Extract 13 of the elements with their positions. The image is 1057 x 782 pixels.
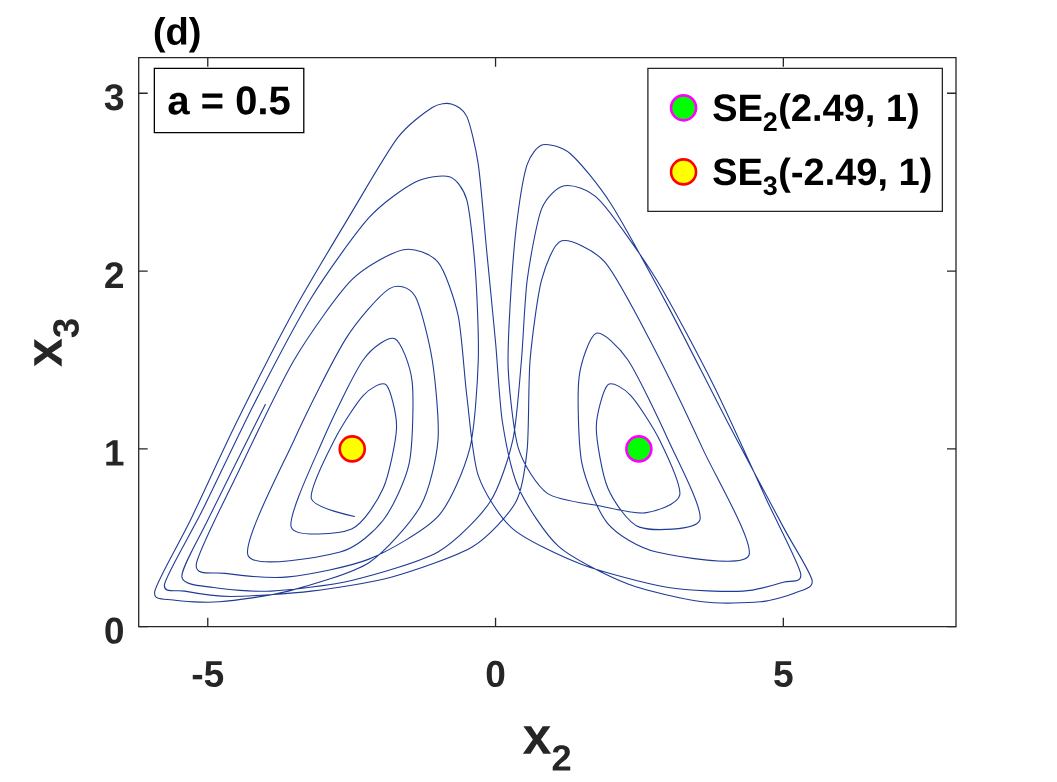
y-tick-label: 1 [106, 440, 124, 466]
y-axis-title: x$_{3}$ [34, 319, 79, 367]
x-axis-title: x$_{2}$ [522, 726, 571, 771]
x-tick-label: 5 [774, 661, 793, 688]
annotation: a = 0.5 [168, 86, 290, 115]
y-tick-label: 0 [105, 617, 123, 644]
y-tick-label: 2 [105, 262, 124, 288]
x-tick-label: 0 [486, 660, 505, 688]
text: (d) [154, 17, 200, 53]
legend-label: SE$_{3}$(-2.49, 1) [713, 157, 931, 196]
x-tick-label: -5 [192, 661, 224, 688]
y-tick-label: 3 [104, 84, 124, 111]
legend-label: SE$_{2}$(2.49, 1) [713, 93, 918, 131]
